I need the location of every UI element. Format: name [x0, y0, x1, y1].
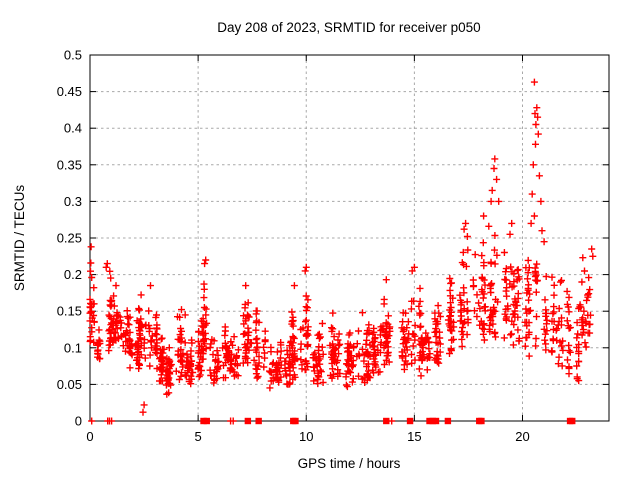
x-tick-label: 10	[299, 429, 313, 444]
y-tick-label: 0	[75, 414, 82, 429]
chart-title: Day 208 of 2023, SRMTID for receiver p05…	[217, 20, 480, 35]
x-tick-label: 0	[86, 429, 93, 444]
y-tick-label: 0.25	[57, 231, 82, 246]
zero-value-marker	[244, 417, 252, 425]
y-tick-label: 0.4	[64, 121, 82, 136]
y-tick-label: 0.3	[64, 194, 82, 209]
x-tick-label: 5	[195, 429, 202, 444]
y-tick-label: 0.15	[57, 304, 82, 319]
zero-markers	[200, 417, 576, 425]
y-tick-label: 0.2	[64, 267, 82, 282]
zero-value-marker	[203, 417, 210, 425]
data-point-markers	[86, 78, 597, 425]
y-axis-label: SRMTID / TECUs	[12, 185, 27, 292]
x-tick-label: 20	[515, 429, 529, 444]
zero-value-marker	[292, 417, 299, 425]
y-tick-label: 0.05	[57, 377, 82, 392]
y-tick-label: 0.1	[64, 340, 82, 355]
axes	[89, 54, 610, 422]
y-tick-label: 0.45	[57, 84, 82, 99]
zero-value-marker	[432, 417, 440, 425]
zero-value-marker	[426, 417, 433, 425]
y-tick-label: 0.5	[64, 48, 82, 63]
zero-value-marker	[406, 417, 414, 425]
zero-value-marker	[383, 417, 390, 425]
zero-value-marker	[444, 417, 452, 425]
y-tick-label: 0.35	[57, 157, 82, 172]
zero-value-marker	[478, 417, 485, 425]
zero-value-marker	[429, 417, 436, 425]
zero-value-marker	[569, 417, 576, 425]
zero-value-marker	[200, 417, 207, 425]
x-tick-label: 15	[407, 429, 421, 444]
scatter-points	[86, 78, 597, 425]
zero-value-marker	[255, 417, 262, 425]
x-axis-label: GPS time / hours	[298, 456, 401, 471]
tick-labels: 0 5 10 15 20 0 0.05 0.1 0.15 0.2 0.25 0.3 0.35 0.4 0.4…	[57, 48, 530, 445]
